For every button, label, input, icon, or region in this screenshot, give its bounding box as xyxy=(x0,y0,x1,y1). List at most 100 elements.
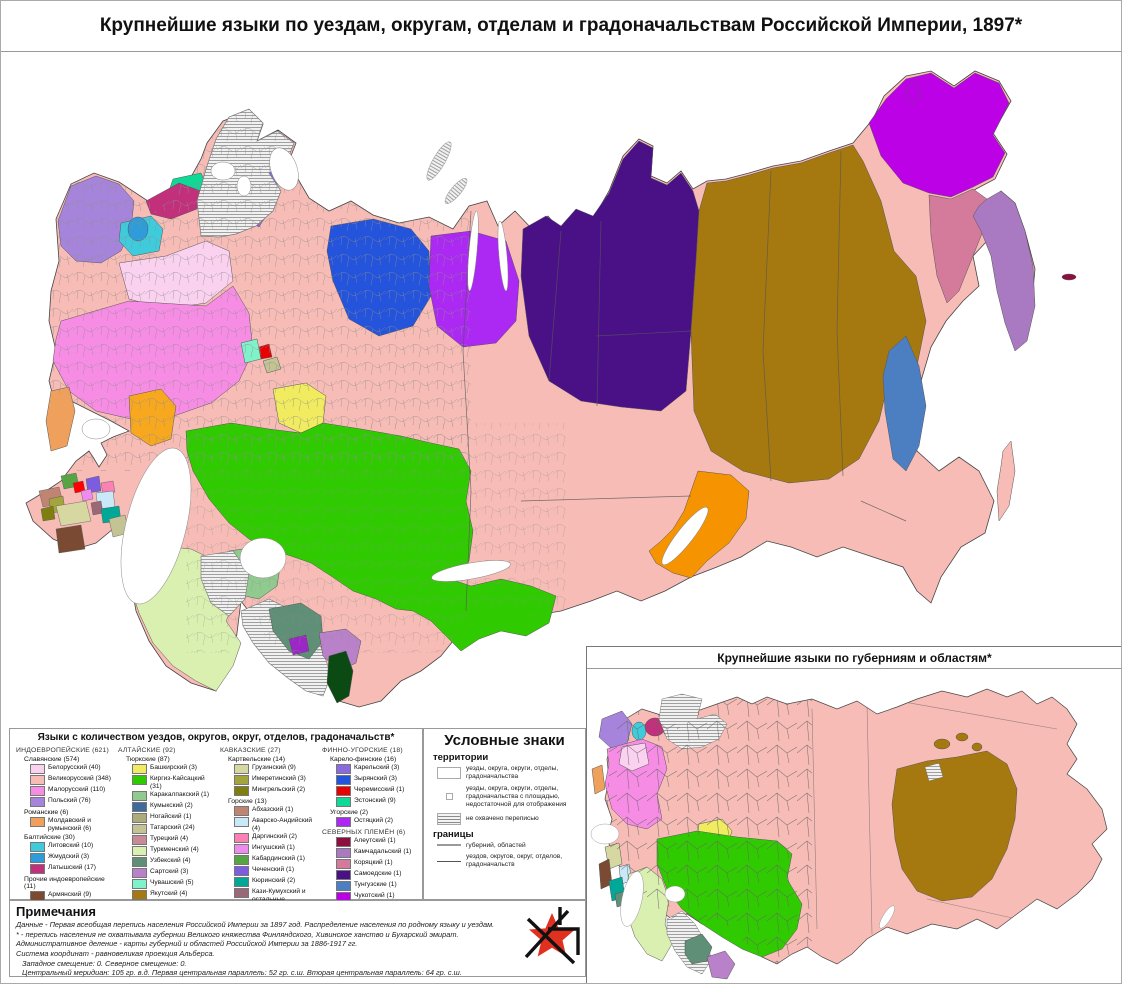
legend-family-heading: КАВКАЗСКИЕ (27) xyxy=(220,747,281,754)
legend-item: Черемисский (1) xyxy=(336,786,418,796)
legend-color-swatch xyxy=(336,764,351,774)
legend-item: Ногайский (1) xyxy=(132,813,214,824)
symbols-item: уезды, округа, округи, отделы, градонача… xyxy=(437,765,580,781)
legend-item-label: Армянский (9) xyxy=(48,891,92,899)
legend-item: Турецкий (4) xyxy=(132,835,214,846)
region-samoyed xyxy=(520,140,700,412)
legend-item-label: Кумыкский (2) xyxy=(150,802,193,810)
legend-color-swatch xyxy=(132,835,147,846)
legend-item-label: Белорусский (40) xyxy=(48,764,101,771)
legend-item-label: Чукотский (1) xyxy=(354,892,395,899)
novaya-zemlya xyxy=(426,141,468,204)
legend-group-heading: Тюркские (87) xyxy=(126,756,170,763)
legend-item-label: Узбекский (4) xyxy=(150,857,191,865)
taz-gulf xyxy=(497,220,509,292)
legend-item: Мингрельский (2) xyxy=(234,786,316,796)
legend-item: Самоедские (1) xyxy=(336,870,418,880)
legend-item-label: Зырянский (3) xyxy=(354,775,397,782)
legend-item-label: Якутский (4) xyxy=(150,890,188,898)
publisher-logo xyxy=(524,907,580,965)
legend-item: Польский (76) xyxy=(30,797,112,807)
symbols-item: уездов, округов, округ, отделов, градона… xyxy=(437,853,580,869)
legend-item-label: Ингушский (1) xyxy=(252,844,295,852)
legend-item: Молдавский и румынский (6) xyxy=(30,817,112,832)
notes-lines: Данные - Первая всеобщая перепись населе… xyxy=(16,920,579,978)
legend-item-label: Ногайский (1) xyxy=(150,813,192,821)
legend-item-label: Великорусский (348) xyxy=(48,775,111,782)
legend-family-heading: АЛТАЙСКИЕ (92) xyxy=(118,747,176,754)
legend-item-label: Черемисский (1) xyxy=(354,786,405,793)
legend-group-heading: Прочие индоевропейские (11) xyxy=(24,876,105,891)
caspian-sea xyxy=(120,447,192,605)
legend-color-swatch xyxy=(30,842,45,853)
legend-item-label: Польский (76) xyxy=(48,797,91,804)
border-list: губерний, областей уездов, округов, округ… xyxy=(429,842,580,870)
legend-item-label: Аварско-Андийский (4) xyxy=(252,817,313,832)
legend-item: Ингушский (1) xyxy=(234,844,316,855)
note-line: Центральный меридиан: 105 гр. в.д. Перва… xyxy=(22,968,462,978)
legend-color-swatch xyxy=(336,870,351,880)
legend-color-swatch xyxy=(234,866,249,877)
legend-color-swatch xyxy=(234,888,249,899)
legend-color-swatch xyxy=(30,864,45,875)
symbols-item-label: уезды, округа, округи, отделы, градонача… xyxy=(466,765,559,780)
inset-region-yakut-island3 xyxy=(971,742,983,752)
legend-item-label: Коряцкий (1) xyxy=(354,859,393,866)
legend-item-label: Турецкий (4) xyxy=(150,835,189,843)
legend-group-heading: Горские (13) xyxy=(228,798,267,805)
legend-color-swatch xyxy=(30,853,45,864)
legend-item-label: Молдавский и румынский (6) xyxy=(48,817,92,832)
sea-of-azov xyxy=(81,418,111,440)
region-tungus xyxy=(882,335,927,472)
legend-item-label: Имеретинский (3) xyxy=(252,775,306,782)
legend-color-swatch xyxy=(336,786,351,796)
legend-item: Абхазский (1) xyxy=(234,806,316,816)
legend-item: Татарский (24) xyxy=(132,824,214,835)
legend-title: Языки с количеством уездов, округов, окр… xyxy=(37,732,395,743)
legend-item-label: Эстонский (9) xyxy=(354,797,396,804)
legend-family-heading: ФИННО-УГОРСКИЕ (18) xyxy=(322,747,403,754)
region-chukchi xyxy=(868,72,1010,198)
region-dargin xyxy=(100,480,116,495)
inset-map xyxy=(590,688,1108,980)
legend-color-swatch xyxy=(30,797,45,807)
legend-item-label: Кабардинский (1) xyxy=(252,855,305,863)
inset-region-uzbek xyxy=(684,933,713,965)
region-mingrelian xyxy=(40,505,56,522)
legend-item: Кумыкский (2) xyxy=(132,802,214,813)
legend-item: Узбекский (4) xyxy=(132,857,214,868)
white-sea xyxy=(269,147,299,191)
caucasus-languages-cluster xyxy=(38,472,130,554)
legend-item-label: Киргиз-Кайсацкий (31) xyxy=(150,775,205,790)
inset-map-panel: Крупнейшие языки по губерниям и областям… xyxy=(586,646,1121,983)
legend-item-label: Татарский (24) xyxy=(150,824,195,832)
legend-item-label: Камчадальский (1) xyxy=(354,848,412,855)
note-line: Западное смещение: 0. Северное смещение:… xyxy=(22,958,187,968)
legend-group-heading: Славянские (574) xyxy=(24,756,80,763)
legend-color-swatch xyxy=(336,859,351,869)
region-kamchadal xyxy=(972,190,1036,352)
legend-item: Литовский (10) xyxy=(30,842,112,853)
inset-black-sea xyxy=(590,823,620,845)
legend-color-swatch xyxy=(336,881,351,891)
inset-region-moldavian xyxy=(591,764,606,795)
line-thin-swatch xyxy=(437,860,461,862)
legend-color-swatch xyxy=(30,764,45,774)
legend-group-heading: Картвельские (14) xyxy=(228,756,286,763)
legend-item-label: Каракалпакский (1) xyxy=(150,791,210,799)
inset-region-yakut-island2 xyxy=(955,732,969,742)
legend-color-swatch xyxy=(234,833,249,844)
symbols-item-label: уездов, округов, округ, отделов, градона… xyxy=(466,853,563,869)
legend-group-heading: Романские (6) xyxy=(24,809,69,816)
legend-item: Чеченский (1) xyxy=(234,866,316,877)
region-kazikumukh xyxy=(90,500,104,516)
inset-lakes xyxy=(590,823,895,929)
inset-caspian-sea xyxy=(620,871,644,927)
symbols-item-label: губерний, областей xyxy=(466,841,526,849)
legend-color-swatch xyxy=(132,879,147,890)
legend-color-swatch xyxy=(30,775,45,785)
legend-item: Туркменский (4) xyxy=(132,846,214,857)
plain-swatch xyxy=(437,766,461,779)
legend-item-label: Грузинский (9) xyxy=(252,764,296,771)
